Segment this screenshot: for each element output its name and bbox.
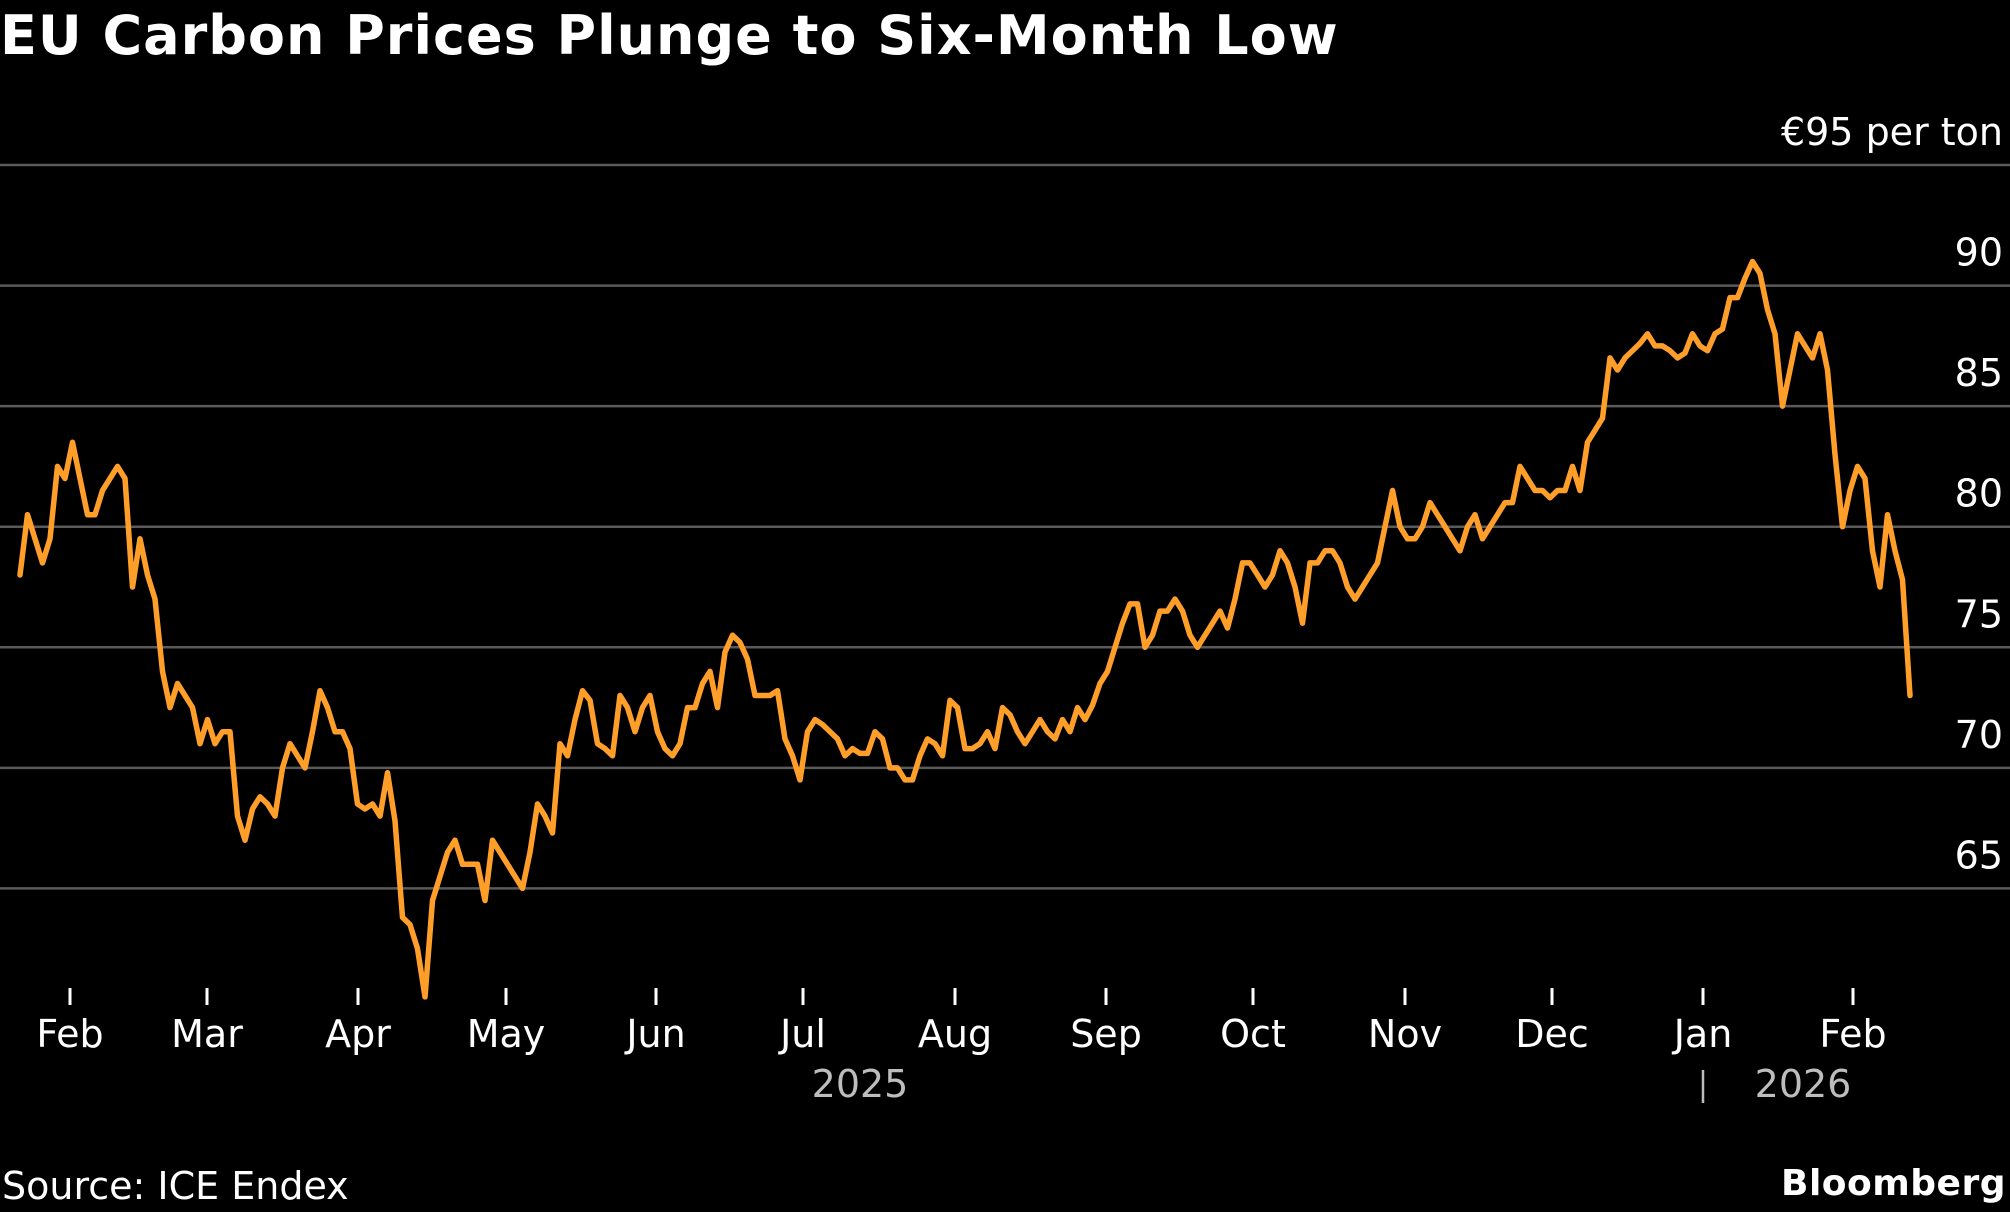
- chart-title: EU Carbon Prices Plunge to Six-Month Low: [0, 4, 1339, 67]
- x-tick-label: Apr: [325, 1012, 391, 1056]
- y-tick-label: 65: [1955, 833, 2003, 877]
- x-tick-label: Feb: [36, 1012, 103, 1056]
- x-tick-label: Nov: [1368, 1012, 1442, 1056]
- x-tick-label: Jan: [1672, 1012, 1733, 1056]
- y-tick-label: 85: [1955, 351, 2003, 395]
- x-axis: Feb Mar Apr May Jun Jul Aug Sep Oct Nov Dec Jan Feb: [36, 988, 1887, 1056]
- x-tick-label: Sep: [1070, 1012, 1142, 1056]
- y-axis-labels: 65 70 75 80 85 90: [1955, 231, 2003, 878]
- source-note: Source: ICE Endex: [2, 1164, 349, 1208]
- y-tick-label: 80: [1955, 472, 2003, 516]
- x-tick-label: Jun: [624, 1012, 685, 1056]
- x-tick-label: Mar: [171, 1012, 243, 1056]
- y-tick-label: 75: [1955, 592, 2003, 636]
- y-tick-label: 70: [1955, 713, 2003, 757]
- gridlines: [0, 163, 2010, 890]
- x-tick-label: Oct: [1220, 1012, 1286, 1056]
- x-tick-label: Feb: [1819, 1012, 1886, 1056]
- y-tick-label: 90: [1955, 231, 2003, 275]
- year-label-2025: 2025: [812, 1062, 909, 1106]
- bloomberg-logo: Bloomberg: [1781, 1163, 2006, 1204]
- price-series-line: [17, 258, 1913, 1000]
- x-tick-label: Jul: [778, 1012, 826, 1056]
- x-tick-label: Dec: [1515, 1012, 1589, 1056]
- unit-label: €95 per ton: [1781, 110, 2003, 154]
- year-labels: 2025 2026: [812, 1062, 1852, 1106]
- x-tick-label: Aug: [918, 1012, 992, 1056]
- year-label-2026: 2026: [1755, 1062, 1852, 1106]
- x-tick-label: May: [467, 1012, 546, 1056]
